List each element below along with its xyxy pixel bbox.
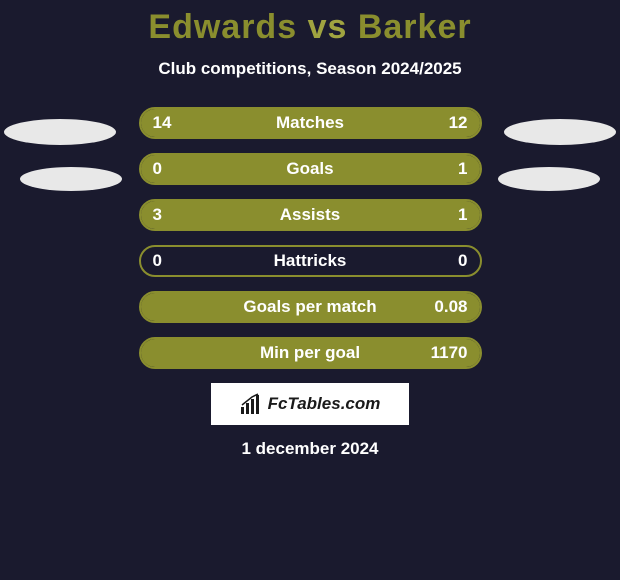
- page-title: Edwards vs Barker: [0, 8, 620, 47]
- stat-row: 14Matches12: [139, 107, 482, 139]
- stat-content: Goals per match0.08: [141, 297, 480, 317]
- player2-name: Barker: [358, 8, 472, 46]
- stat-value-right: 1: [428, 205, 468, 225]
- logo-text: FcTables.com: [268, 394, 381, 414]
- stat-row: Goals per match0.08: [139, 291, 482, 323]
- stat-value-right: 1170: [428, 343, 468, 363]
- stat-label: Goals: [193, 159, 428, 179]
- date-label: 1 december 2024: [0, 439, 620, 459]
- stat-label: Hattricks: [193, 251, 428, 271]
- stat-value-right: 1: [428, 159, 468, 179]
- stats-section: 14Matches120Goals13Assists10Hattricks0Go…: [0, 107, 620, 369]
- stat-value-right: 0: [428, 251, 468, 271]
- stat-row: Min per goal1170: [139, 337, 482, 369]
- chart-icon: [240, 393, 262, 415]
- stat-row: 3Assists1: [139, 199, 482, 231]
- comparison-card: Edwards vs Barker Club competitions, Sea…: [0, 0, 620, 580]
- stat-label: Goals per match: [193, 297, 428, 317]
- stat-row: 0Hattricks0: [139, 245, 482, 277]
- avatar-placeholder-left-1: [4, 119, 116, 145]
- player1-name: Edwards: [148, 8, 297, 46]
- logo-box[interactable]: FcTables.com: [211, 383, 409, 425]
- stat-content: Min per goal1170: [141, 343, 480, 363]
- stat-value-right: 12: [428, 113, 468, 133]
- stat-label: Min per goal: [193, 343, 428, 363]
- stat-content: 3Assists1: [141, 205, 480, 225]
- avatar-placeholder-right-2: [498, 167, 600, 191]
- stat-value-right: 0.08: [428, 297, 468, 317]
- subtitle: Club competitions, Season 2024/2025: [0, 59, 620, 79]
- stat-content: 0Goals1: [141, 159, 480, 179]
- avatar-placeholder-left-2: [20, 167, 122, 191]
- stat-value-left: 0: [153, 251, 193, 271]
- stat-content: 0Hattricks0: [141, 251, 480, 271]
- stat-label: Assists: [193, 205, 428, 225]
- stat-value-left: 3: [153, 205, 193, 225]
- stat-value-left: 14: [153, 113, 193, 133]
- vs-text: vs: [308, 8, 348, 46]
- stat-row: 0Goals1: [139, 153, 482, 185]
- stat-content: 14Matches12: [141, 113, 480, 133]
- stat-label: Matches: [193, 113, 428, 133]
- stat-value-left: 0: [153, 159, 193, 179]
- avatar-placeholder-right-1: [504, 119, 616, 145]
